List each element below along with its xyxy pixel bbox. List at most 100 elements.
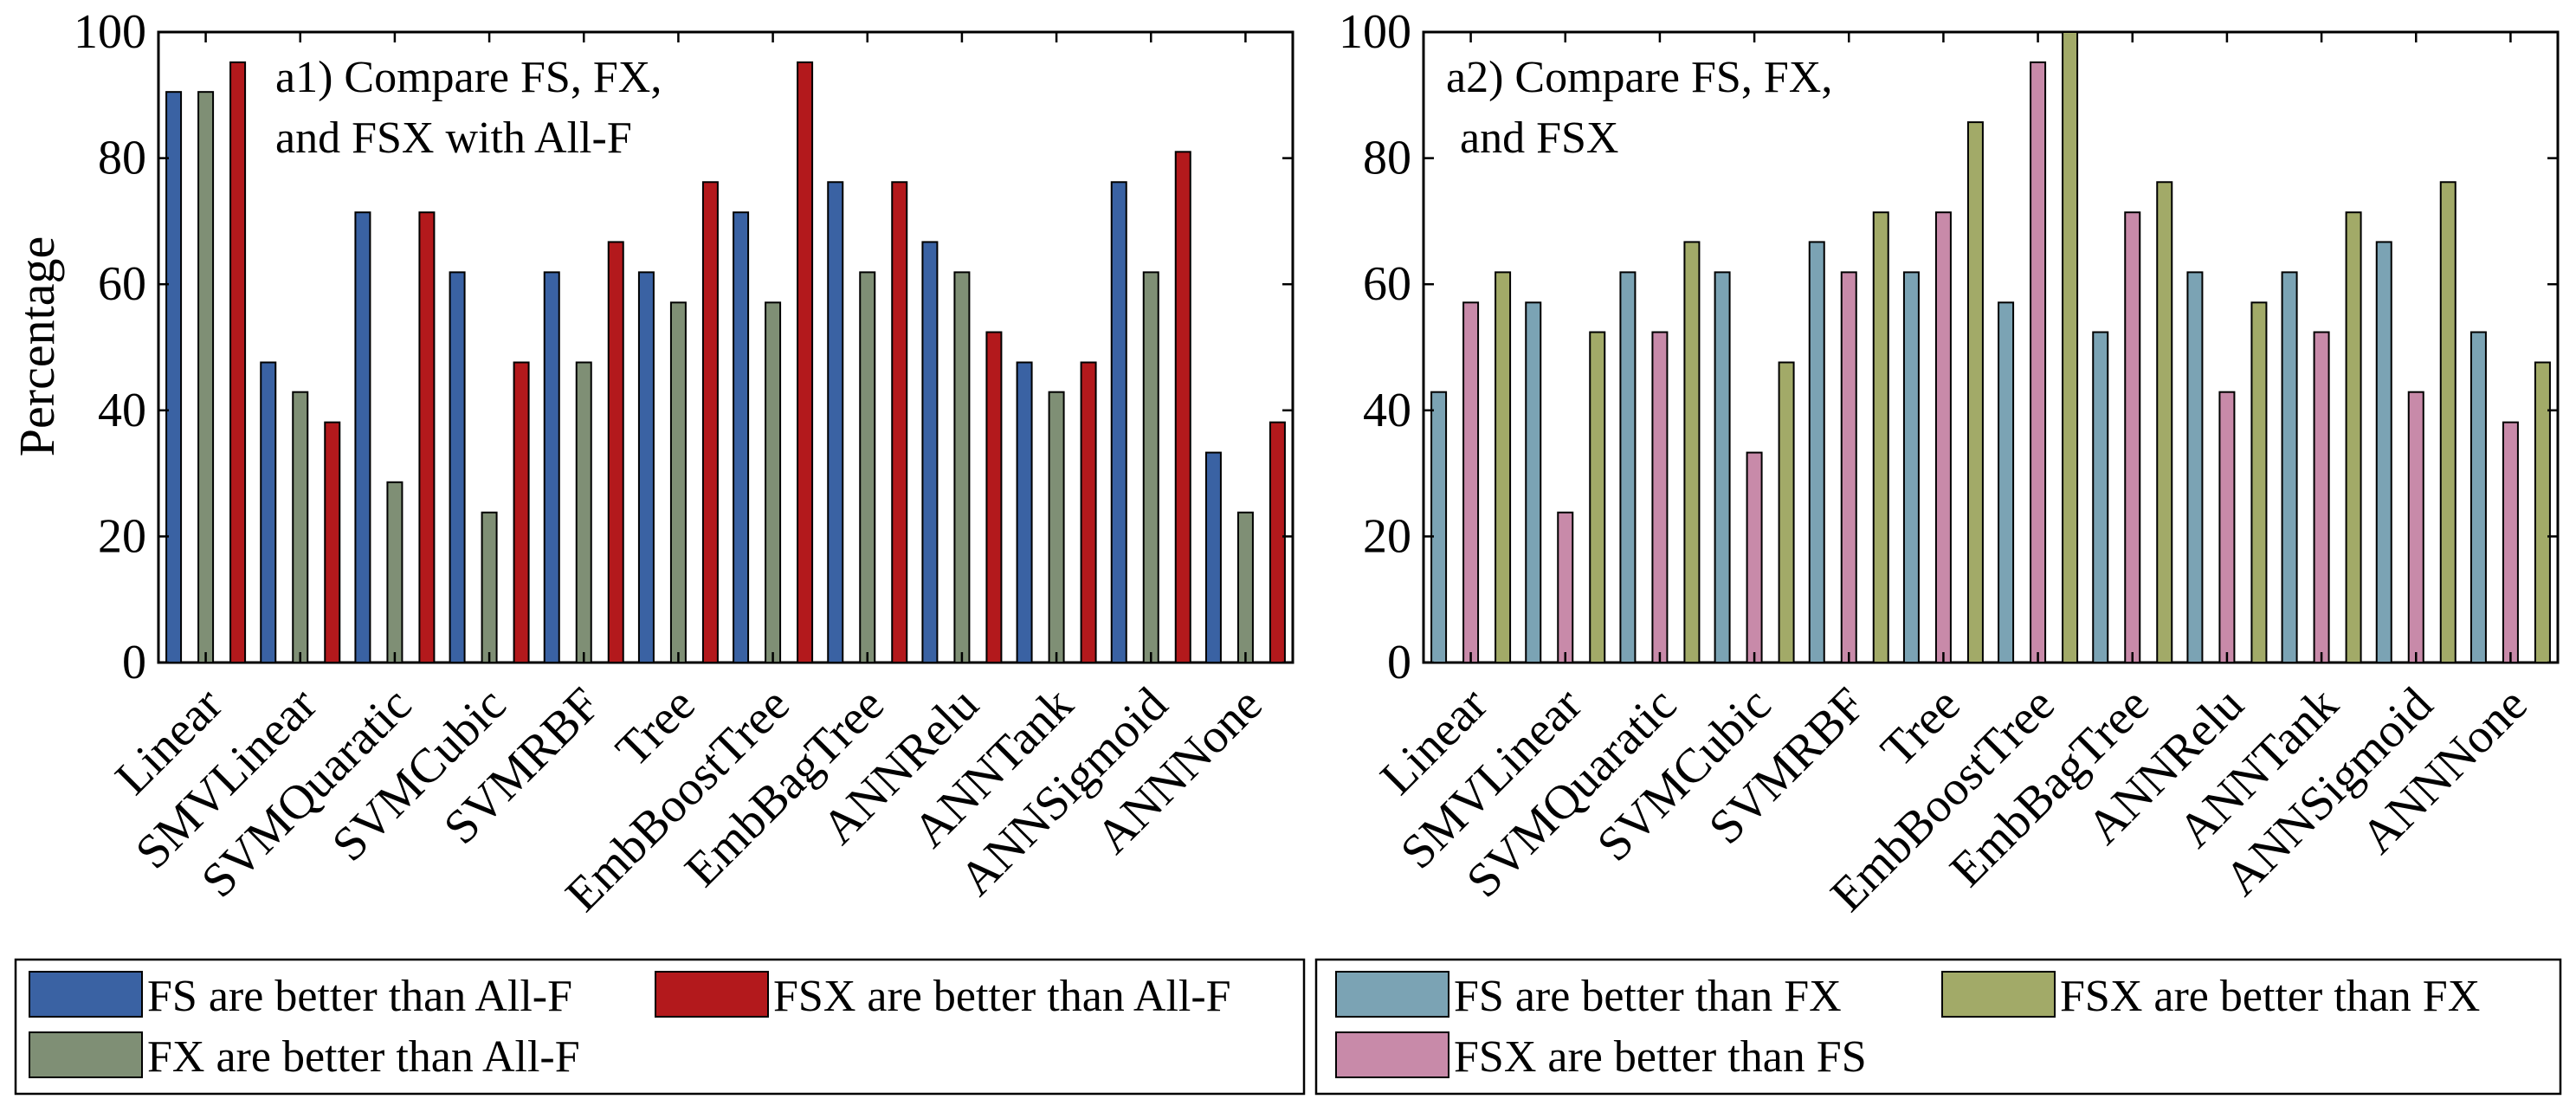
bar bbox=[891, 181, 908, 664]
legend-swatch-fsx bbox=[655, 971, 769, 1018]
plot-area-frame bbox=[1422, 30, 2560, 664]
bar bbox=[1778, 361, 1795, 663]
bar bbox=[637, 271, 655, 663]
bar bbox=[2281, 271, 2298, 663]
bar bbox=[2439, 181, 2457, 664]
bar bbox=[1174, 151, 1191, 663]
y-tick-label: 0 bbox=[1387, 636, 1411, 689]
bar bbox=[827, 181, 844, 664]
legend-a2: FS are better than FX FSX are better tha… bbox=[1314, 958, 2562, 1096]
bar bbox=[1934, 211, 1952, 663]
bar bbox=[2469, 331, 2487, 663]
bar bbox=[921, 241, 939, 663]
bar bbox=[1998, 301, 2015, 663]
panel-a1: 0 20 40 60 80 100 LinearSMVLinearSVMQuaraticS… bbox=[74, 5, 1294, 922]
panel-title-line-1: a1) Compare FS, FX, bbox=[275, 53, 662, 102]
y-tick-label: 60 bbox=[1363, 257, 1411, 311]
bar bbox=[324, 421, 341, 663]
y-axis-label: Percentage bbox=[9, 236, 65, 456]
bar bbox=[513, 361, 530, 663]
bar-group bbox=[1430, 31, 2551, 664]
bar bbox=[953, 271, 971, 663]
bar-group bbox=[165, 61, 1286, 664]
x-axis: LinearSMVLinearSVMQuaraticSVMCubicSVMRBF… bbox=[106, 32, 1273, 922]
y-axis: 0 20 40 60 80 100 bbox=[74, 5, 1293, 689]
y-tick-label: 80 bbox=[98, 132, 146, 185]
legend-swatch-fs bbox=[29, 971, 143, 1018]
bar bbox=[197, 91, 215, 664]
legend-label-fsx-fx: FSX are better than FX bbox=[2060, 972, 2480, 1021]
x-axis: LinearSMVLinearSVMQuaraticSVMCubicSVMRBF… bbox=[1371, 32, 2538, 922]
y-tick-label: 40 bbox=[1363, 384, 1411, 437]
bar bbox=[1557, 511, 1574, 664]
panel-title-line-1: a2) Compare FS, FX, bbox=[1446, 53, 1832, 102]
bar bbox=[165, 91, 183, 664]
bar bbox=[2156, 181, 2173, 664]
y-tick-label: 100 bbox=[1339, 5, 1411, 59]
bar bbox=[2030, 61, 2047, 664]
y-tick-label: 0 bbox=[122, 636, 146, 689]
bar bbox=[985, 331, 1003, 663]
bar bbox=[2313, 331, 2330, 663]
bar bbox=[2502, 421, 2519, 663]
bar bbox=[2375, 241, 2392, 663]
bar bbox=[1966, 121, 1984, 663]
legend-label-fx: FX are better than All-F bbox=[147, 1032, 580, 1082]
bar bbox=[2124, 211, 2141, 663]
bar bbox=[1525, 301, 1542, 663]
bar bbox=[1589, 331, 1606, 663]
bar bbox=[229, 61, 247, 664]
legend-box bbox=[1314, 958, 2562, 1096]
bar bbox=[1495, 271, 1512, 663]
bar bbox=[1016, 361, 1033, 663]
bar bbox=[765, 301, 782, 663]
bar bbox=[1714, 271, 1731, 663]
bar bbox=[1840, 271, 1857, 663]
bar bbox=[481, 511, 498, 664]
bar bbox=[701, 181, 719, 664]
y-tick-label: 60 bbox=[98, 257, 146, 311]
bar bbox=[575, 361, 592, 663]
panel-title-line-2: and FSX with All-F bbox=[275, 113, 632, 163]
bar bbox=[1619, 271, 1637, 663]
bar bbox=[2407, 391, 2424, 663]
bar bbox=[859, 271, 876, 663]
bar bbox=[2534, 361, 2551, 663]
y-tick-label: 100 bbox=[74, 5, 146, 59]
legend-swatch-fsx-fx bbox=[1941, 971, 2056, 1018]
bar bbox=[2218, 391, 2236, 663]
bar bbox=[1236, 511, 1254, 664]
bar bbox=[797, 61, 814, 664]
bar bbox=[2092, 331, 2109, 663]
y-tick-label: 20 bbox=[1363, 509, 1411, 563]
bar bbox=[2250, 301, 2268, 663]
bar bbox=[449, 271, 466, 663]
plot-area-frame bbox=[157, 30, 1294, 664]
bar bbox=[2186, 271, 2204, 663]
bar bbox=[1683, 241, 1701, 663]
bar bbox=[1142, 271, 1159, 663]
bar bbox=[543, 271, 560, 663]
bar bbox=[733, 211, 750, 663]
bar bbox=[1746, 451, 1763, 663]
bar bbox=[2062, 31, 2079, 663]
bar bbox=[1430, 391, 1448, 663]
bar bbox=[260, 361, 277, 663]
bar bbox=[1204, 451, 1222, 663]
bar bbox=[1808, 241, 1825, 663]
legend-label-fsx-fs: FSX are better than FS bbox=[1454, 1032, 1867, 1082]
bar bbox=[2345, 211, 2362, 663]
bar bbox=[1902, 271, 1920, 663]
panel-a2: 0 20 40 60 80 100 LinearSMVLinearSVMQuaraticS… bbox=[1339, 5, 2560, 922]
bar bbox=[1872, 211, 1889, 663]
y-tick-label: 20 bbox=[98, 509, 146, 563]
bar bbox=[292, 391, 309, 663]
legend-label-fs: FS are better than All-F bbox=[147, 972, 572, 1021]
bar bbox=[386, 481, 404, 663]
legend-swatch-fx bbox=[29, 1031, 143, 1078]
bar bbox=[669, 301, 687, 663]
legend-label-fsx: FSX are better than All-F bbox=[773, 972, 1231, 1021]
bar bbox=[1048, 391, 1065, 663]
bar bbox=[1080, 361, 1097, 663]
